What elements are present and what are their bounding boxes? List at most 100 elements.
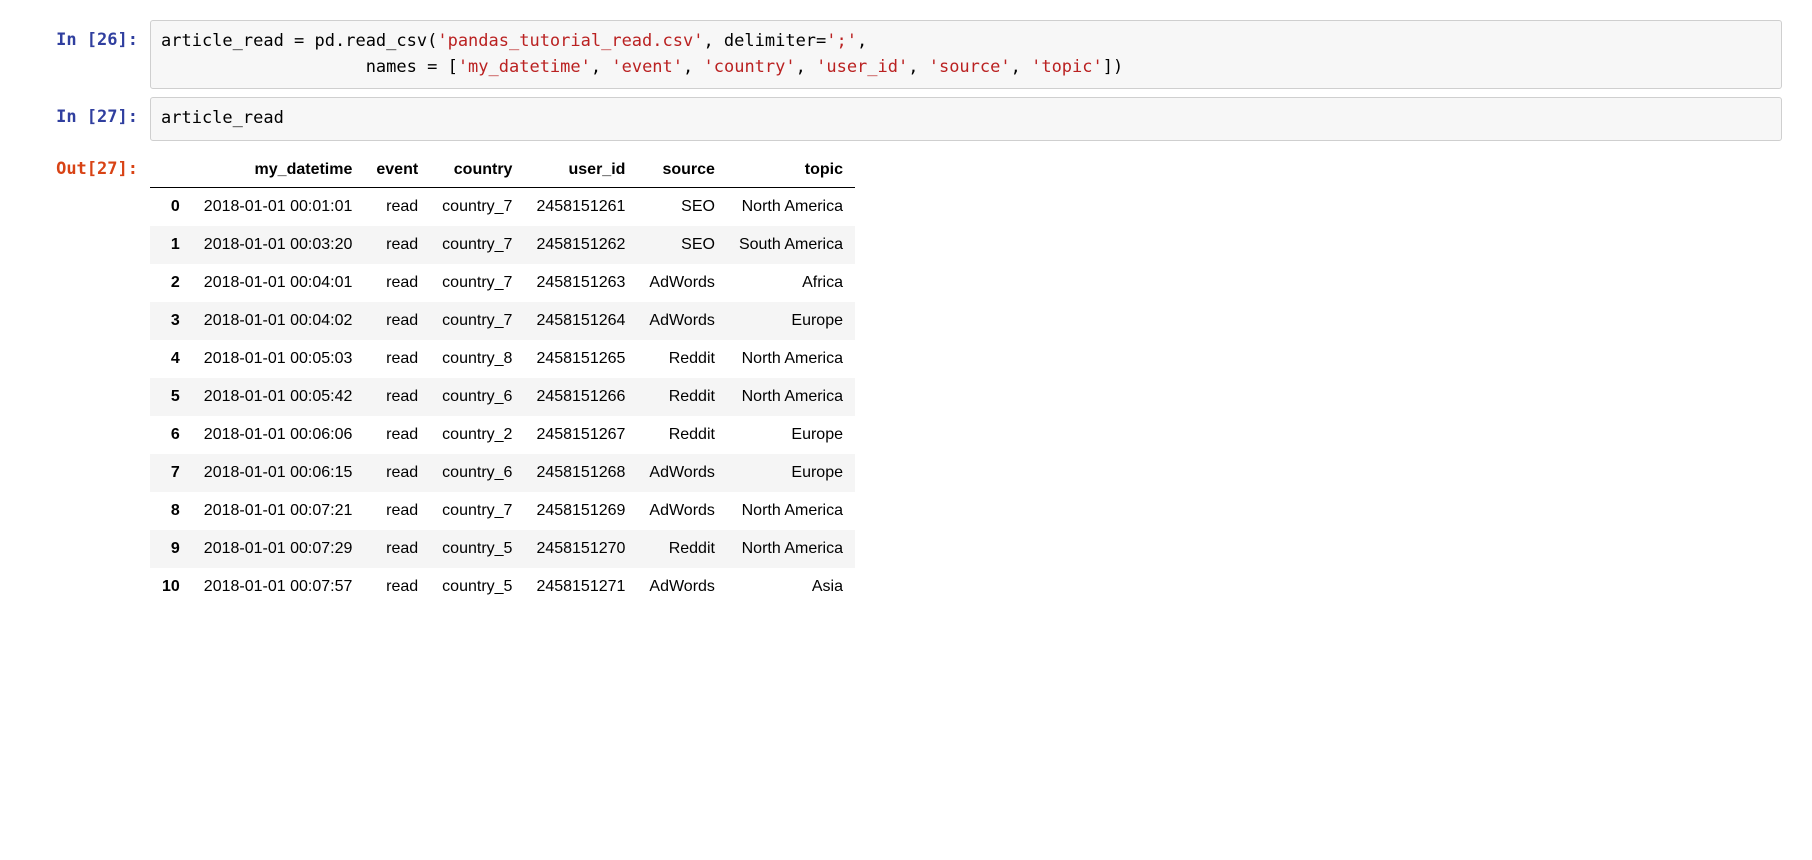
table-cell: SEO [637,226,727,264]
prompt-prefix: Out[ [56,159,97,179]
table-cell: country_7 [430,264,524,302]
table-cell: 2018-01-01 00:03:20 [192,226,365,264]
row-index: 6 [150,416,192,454]
table-cell: 2458151265 [524,340,637,378]
table-cell: Reddit [637,340,727,378]
table-cell: North America [727,492,855,530]
table-cell: Reddit [637,530,727,568]
table-cell: 2018-01-01 00:01:01 [192,187,365,226]
table-cell: country_7 [430,302,524,340]
table-row: 92018-01-01 00:07:29readcountry_52458151… [150,530,855,568]
table-cell: 2458151269 [524,492,637,530]
code-input-26[interactable]: article_read = pd.read_csv('pandas_tutor… [150,20,1782,89]
table-cell: read [364,492,430,530]
code-input-27[interactable]: article_read [150,97,1782,141]
table-cell: South America [727,226,855,264]
table-cell: AdWords [637,568,727,606]
prompt-number: 27 [97,107,117,127]
table-cell: read [364,454,430,492]
code-plain-token: , [1011,57,1031,77]
table-cell: country_8 [430,340,524,378]
table-cell: Europe [727,416,855,454]
table-cell: country_6 [430,454,524,492]
row-index: 1 [150,226,192,264]
column-header: topic [727,153,855,188]
prompt-prefix: In [ [56,107,97,127]
table-cell: Europe [727,302,855,340]
prompt-suffix: ]: [118,30,138,50]
table-cell: Reddit [637,416,727,454]
table-cell: 2018-01-01 00:04:02 [192,302,365,340]
table-cell: read [364,187,430,226]
row-index: 10 [150,568,192,606]
row-index: 4 [150,340,192,378]
code-string-token: 'source' [929,57,1011,77]
table-cell: 2018-01-01 00:06:15 [192,454,365,492]
code-cell-27: In [27]: article_read [30,97,1782,141]
table-cell: 2458151267 [524,416,637,454]
output-prompt-27: Out[27]: [30,149,150,179]
code-plain-token: , [591,57,611,77]
table-cell: read [364,530,430,568]
table-cell: country_5 [430,568,524,606]
table-cell: 2458151264 [524,302,637,340]
table-cell: read [364,340,430,378]
code-plain-token: article_read [161,108,284,128]
table-cell: country_7 [430,187,524,226]
table-cell: 2018-01-01 00:07:29 [192,530,365,568]
table-cell: North America [727,340,855,378]
code-string-token: 'user_id' [816,57,908,77]
table-cell: read [364,568,430,606]
table-cell: Asia [727,568,855,606]
table-cell: AdWords [637,492,727,530]
table-header-row: my_datetimeeventcountryuser_idsourcetopi… [150,153,855,188]
code-string-token: 'topic' [1031,57,1103,77]
table-row: 72018-01-01 00:06:15readcountry_62458151… [150,454,855,492]
table-cell: 2458151268 [524,454,637,492]
table-cell: North America [727,187,855,226]
table-cell: AdWords [637,264,727,302]
table-cell: read [364,378,430,416]
table-cell: 2018-01-01 00:06:06 [192,416,365,454]
table-cell: 2018-01-01 00:04:01 [192,264,365,302]
table-row: 82018-01-01 00:07:21readcountry_72458151… [150,492,855,530]
table-row: 42018-01-01 00:05:03readcountry_82458151… [150,340,855,378]
table-cell: AdWords [637,302,727,340]
table-row: 52018-01-01 00:05:42readcountry_62458151… [150,378,855,416]
table-cell: Africa [727,264,855,302]
row-index: 0 [150,187,192,226]
table-row: 22018-01-01 00:04:01readcountry_72458151… [150,264,855,302]
table-cell: 2458151262 [524,226,637,264]
table-cell: 2458151261 [524,187,637,226]
table-cell: read [364,302,430,340]
code-plain-token: , delimiter= [703,31,826,51]
row-index: 8 [150,492,192,530]
code-plain-token: ]) [1103,57,1123,77]
row-index: 7 [150,454,192,492]
input-prompt-27: In [27]: [30,97,150,127]
table-cell: country_2 [430,416,524,454]
code-string-token: ';' [826,31,857,51]
table-cell: read [364,226,430,264]
output-area-27: my_datetimeeventcountryuser_idsourcetopi… [150,149,1782,606]
prompt-number: 26 [97,30,117,50]
code-plain-token: , [908,57,928,77]
table-row: 102018-01-01 00:07:57readcountry_5245815… [150,568,855,606]
table-corner-cell [150,153,192,188]
code-string-token: 'event' [611,57,683,77]
table-cell: SEO [637,187,727,226]
code-plain-token: , [796,57,816,77]
table-cell: country_5 [430,530,524,568]
code-plain-token: article_read = pd.read_csv( [161,31,437,51]
prompt-prefix: In [ [56,30,97,50]
column-header: user_id [524,153,637,188]
table-cell: 2018-01-01 00:07:21 [192,492,365,530]
column-header: event [364,153,430,188]
table-cell: country_6 [430,378,524,416]
column-header: source [637,153,727,188]
column-header: country [430,153,524,188]
table-cell: country_7 [430,492,524,530]
table-cell: 2458151263 [524,264,637,302]
code-string-token: 'my_datetime' [458,57,591,77]
prompt-suffix: ]: [118,107,138,127]
